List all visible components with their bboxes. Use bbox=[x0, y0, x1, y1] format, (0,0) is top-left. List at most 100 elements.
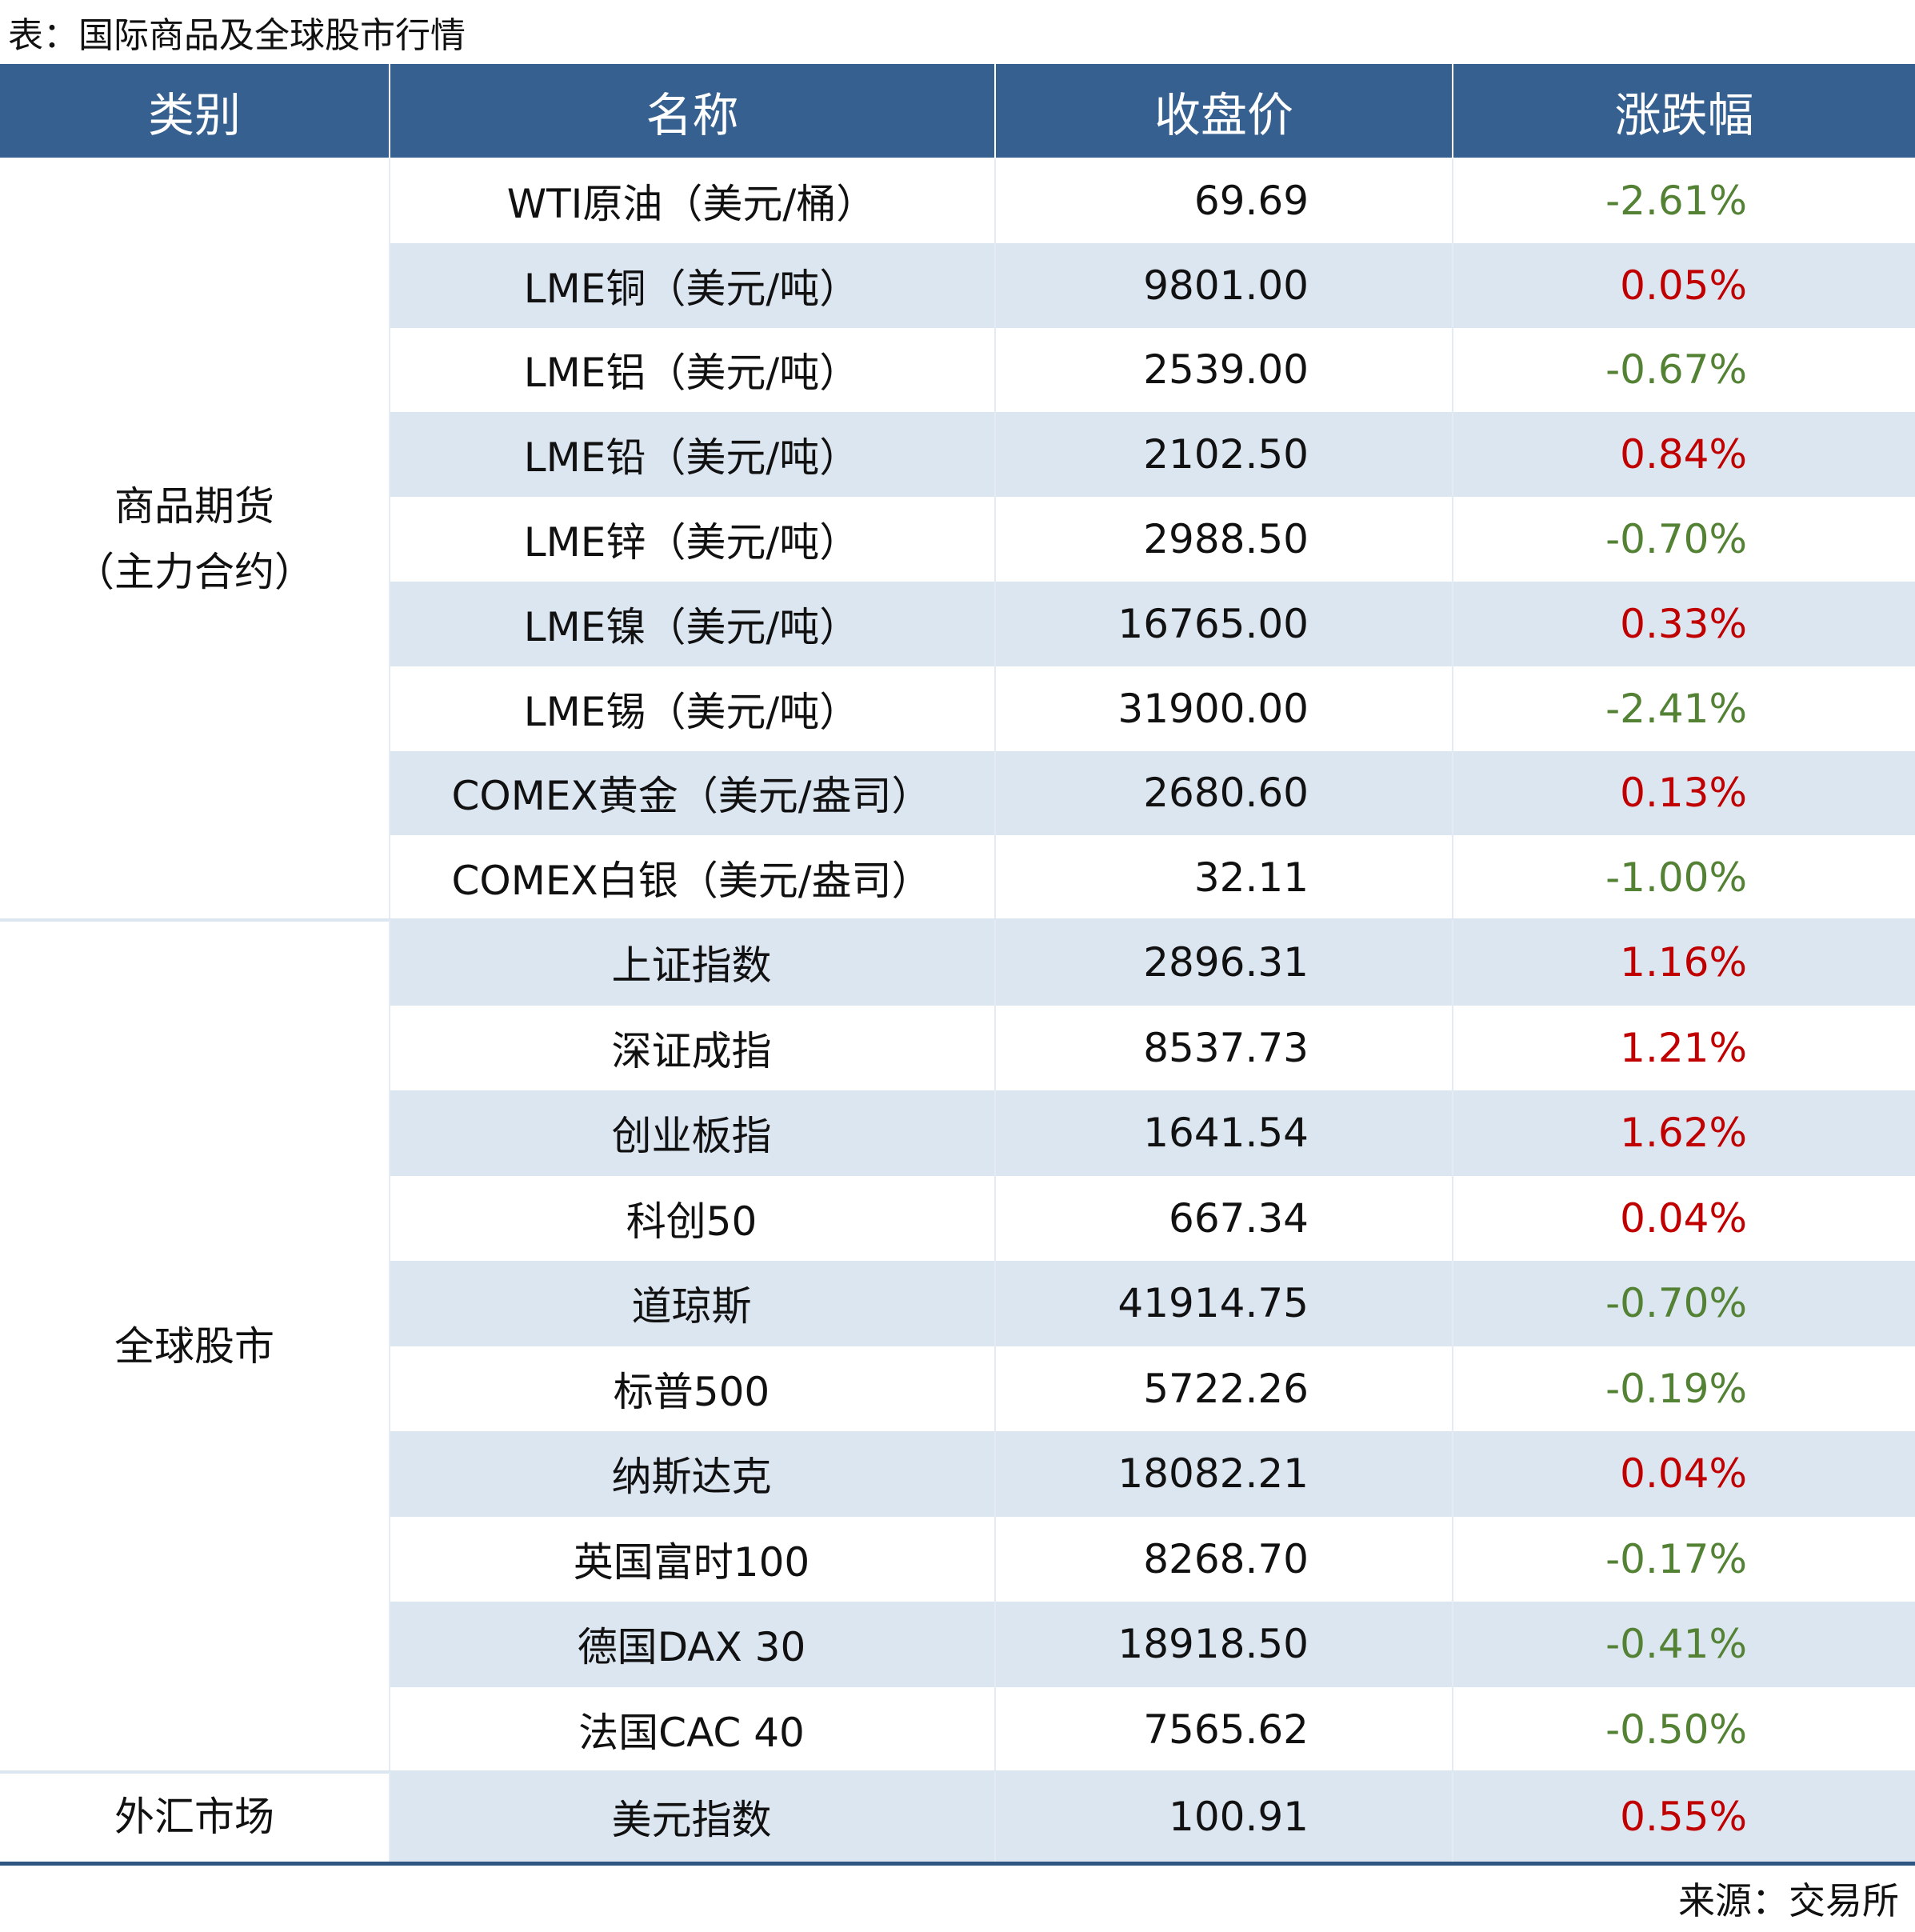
col-divider bbox=[1452, 835, 1453, 921]
name: COMEX黄金（美元/盎司） bbox=[451, 773, 932, 820]
col-divider bbox=[994, 835, 996, 921]
change: -0.70% bbox=[1605, 516, 1747, 563]
row-bg bbox=[389, 1431, 1915, 1517]
change: 1.21% bbox=[1620, 1024, 1747, 1071]
column-header: 名称 bbox=[389, 64, 994, 158]
change: -0.70% bbox=[1605, 1280, 1747, 1327]
col-divider bbox=[1452, 158, 1453, 243]
name: LME镍（美元/吨） bbox=[523, 603, 860, 650]
change: -2.61% bbox=[1605, 177, 1747, 224]
name: LME铅（美元/吨） bbox=[523, 434, 860, 482]
col-divider bbox=[1452, 327, 1453, 413]
name: 科创50 bbox=[626, 1198, 758, 1245]
col-divider bbox=[1452, 920, 1453, 1006]
price: 2896.31 bbox=[1143, 939, 1309, 986]
price: 16765.00 bbox=[1117, 600, 1309, 647]
row-bg bbox=[389, 582, 1915, 666]
price: 2988.50 bbox=[1143, 516, 1309, 563]
col-divider bbox=[1452, 412, 1453, 498]
col-divider bbox=[1452, 750, 1453, 836]
col-divider bbox=[1452, 1261, 1453, 1346]
col-divider bbox=[994, 920, 996, 1006]
col-divider bbox=[389, 1090, 390, 1176]
col-divider bbox=[389, 412, 390, 498]
column-header: 收盘价 bbox=[994, 64, 1452, 158]
name: LME铜（美元/吨） bbox=[523, 265, 860, 312]
price: 5722.26 bbox=[1143, 1365, 1309, 1412]
change: 0.05% bbox=[1620, 262, 1747, 309]
change: 0.84% bbox=[1620, 431, 1747, 478]
price: 41914.75 bbox=[1117, 1280, 1309, 1327]
col-divider bbox=[994, 1005, 996, 1091]
col-divider bbox=[994, 242, 996, 328]
col-divider bbox=[1452, 1516, 1453, 1602]
col-divider bbox=[994, 750, 996, 836]
price: 69.69 bbox=[1193, 177, 1309, 224]
row-bg bbox=[389, 1090, 1915, 1176]
col-divider bbox=[1452, 1602, 1453, 1687]
col-divider bbox=[389, 750, 390, 836]
change: 0.04% bbox=[1620, 1194, 1747, 1242]
change: 1.16% bbox=[1620, 939, 1747, 986]
col-divider bbox=[1452, 1175, 1453, 1262]
change: -0.17% bbox=[1605, 1535, 1747, 1582]
price: 2680.60 bbox=[1143, 770, 1309, 817]
name: COMEX白银（美元/盎司） bbox=[451, 858, 932, 905]
col-divider bbox=[994, 1602, 996, 1687]
source: 来源：交易所 bbox=[1678, 1879, 1899, 1922]
price: 100.91 bbox=[1169, 1794, 1309, 1841]
row-bg bbox=[389, 242, 1915, 328]
col-divider bbox=[389, 666, 390, 751]
name: WTI原油（美元/桶） bbox=[506, 180, 877, 227]
price: 31900.00 bbox=[1117, 685, 1309, 732]
price: 32.11 bbox=[1193, 854, 1309, 902]
col-divider bbox=[389, 1772, 390, 1862]
col-divider bbox=[389, 1602, 390, 1687]
price: 9801.00 bbox=[1143, 262, 1309, 309]
col-divider bbox=[389, 920, 390, 1006]
col-divider bbox=[389, 158, 390, 243]
price: 2539.00 bbox=[1143, 346, 1309, 394]
change: 0.13% bbox=[1620, 770, 1747, 817]
col-divider bbox=[1452, 1772, 1453, 1862]
row-bg bbox=[389, 1602, 1915, 1687]
col-divider bbox=[389, 327, 390, 413]
row-bg bbox=[389, 412, 1915, 498]
category-line: 全球股市 bbox=[114, 1322, 274, 1370]
category: 全球股市 bbox=[0, 920, 389, 1772]
col-divider bbox=[994, 666, 996, 751]
table-title: 表：国际商品及全球股市行情 bbox=[8, 15, 466, 56]
category-line: 外汇市场 bbox=[114, 1794, 274, 1841]
category: 商品期货 （主力合约） bbox=[0, 158, 389, 920]
name: LME锌（美元/吨） bbox=[523, 519, 860, 566]
col-divider bbox=[994, 158, 996, 243]
col-divider bbox=[994, 1516, 996, 1602]
change: -1.00% bbox=[1605, 854, 1747, 902]
column-header: 类别 bbox=[147, 87, 241, 142]
header-bg bbox=[0, 64, 1915, 158]
price: 18082.21 bbox=[1117, 1450, 1309, 1498]
col-divider bbox=[1452, 1090, 1453, 1176]
col-divider bbox=[994, 497, 996, 582]
col-divider bbox=[389, 1346, 390, 1432]
col-divider bbox=[389, 1175, 390, 1262]
change: -0.41% bbox=[1605, 1621, 1747, 1668]
price: 8268.70 bbox=[1143, 1535, 1309, 1582]
row-bg bbox=[389, 1772, 1915, 1862]
change: -0.67% bbox=[1605, 346, 1747, 394]
col-divider bbox=[994, 327, 996, 413]
col-divider bbox=[1452, 1005, 1453, 1091]
col-divider bbox=[389, 1431, 390, 1517]
change: 1.62% bbox=[1620, 1110, 1747, 1157]
name: 美元指数 bbox=[611, 1797, 772, 1844]
col-divider bbox=[994, 1175, 996, 1262]
col-divider bbox=[389, 1686, 390, 1773]
name: LME锡（美元/吨） bbox=[523, 688, 860, 735]
change: 0.33% bbox=[1620, 600, 1747, 647]
col-divider bbox=[389, 835, 390, 921]
change: 0.55% bbox=[1620, 1794, 1747, 1841]
name: 英国富时100 bbox=[573, 1538, 810, 1586]
col-divider bbox=[994, 582, 996, 666]
name: 德国DAX 30 bbox=[577, 1624, 806, 1671]
